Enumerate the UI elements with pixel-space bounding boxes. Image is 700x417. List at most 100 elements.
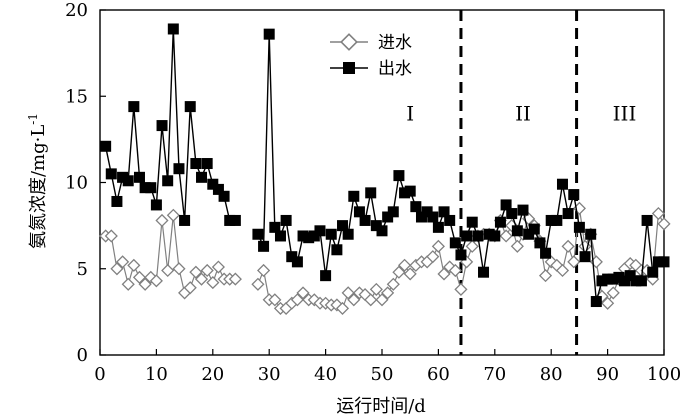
data-point [229, 214, 241, 226]
data-point [320, 270, 332, 282]
x-tick-label: 60 [427, 364, 450, 385]
x-axis: 0 10 20 30 40 50 60 70 80 90 100 [94, 349, 681, 385]
legend-label-influent: 进水 [378, 33, 412, 53]
data-point [200, 263, 214, 278]
data-point [499, 229, 513, 243]
data-point [269, 221, 281, 233]
data-point [651, 206, 665, 221]
data-point [167, 23, 179, 35]
y-tick-label: 5 [77, 259, 88, 280]
data-point [635, 275, 647, 287]
legend-marker-influent [340, 33, 358, 51]
x-tick-label: 30 [258, 364, 281, 385]
data-point [461, 230, 473, 242]
data-point [465, 239, 479, 253]
data-point [183, 281, 197, 295]
data-point [150, 199, 162, 211]
y-axis-title-sup: -1 [26, 113, 40, 125]
data-point [410, 201, 422, 213]
data-point [510, 239, 524, 253]
data-point [381, 286, 395, 300]
data-point [173, 163, 185, 175]
data-point [403, 267, 417, 281]
x-tick-label: 70 [483, 364, 506, 385]
data-point [562, 208, 574, 220]
legend-marker-effluent [343, 62, 355, 74]
phase-label: III [613, 102, 637, 126]
data-point [376, 225, 388, 237]
data-point [335, 301, 350, 316]
data-point [489, 230, 501, 242]
data-point [538, 269, 553, 283]
data-point [117, 171, 129, 183]
y-axis-title: 氨氮浓度/mg·L-1 [26, 113, 49, 249]
data-point [162, 175, 174, 187]
x-tick-label: 10 [145, 364, 168, 385]
legend-entry-effluent: 出水 [330, 59, 412, 79]
data-point [172, 262, 186, 276]
data-point [139, 182, 151, 194]
data-point [156, 120, 168, 132]
data-point [303, 232, 315, 244]
x-tick-label: 40 [314, 364, 337, 385]
data-point [280, 214, 292, 226]
data-point [404, 185, 416, 197]
data-point [111, 195, 123, 207]
data-point [590, 296, 602, 308]
data-point [228, 272, 242, 286]
data-point [201, 158, 213, 170]
data-point [466, 216, 478, 228]
data-point [624, 270, 636, 282]
data-point [545, 214, 557, 226]
data-point [207, 178, 219, 190]
data-point [596, 275, 608, 287]
phase-labels: I II III [406, 102, 636, 126]
data-point [657, 217, 671, 231]
data-point [421, 206, 433, 218]
series-effluent [100, 23, 670, 308]
data-point [397, 258, 412, 272]
data-point [224, 214, 236, 226]
data-point [369, 282, 383, 296]
data-point [494, 216, 506, 228]
legend-entry-influent: 进水 [330, 33, 412, 53]
x-tick-label: 0 [94, 364, 105, 385]
data-point [290, 293, 304, 307]
data-point [155, 213, 169, 228]
data-point [585, 228, 597, 240]
phase-label: II [515, 102, 531, 126]
data-point [347, 293, 361, 307]
data-point [341, 286, 355, 300]
data-point [122, 175, 134, 187]
data-point [523, 228, 535, 240]
y-tick-label: 15 [65, 86, 88, 107]
data-point [483, 228, 495, 240]
data-point [121, 277, 135, 291]
data-point [602, 273, 614, 285]
x-tick-label: 80 [540, 364, 563, 385]
data-point [556, 178, 568, 190]
data-point [149, 274, 163, 288]
data-point [613, 271, 625, 283]
data-point [517, 204, 529, 216]
data-point [431, 239, 445, 253]
data-point [308, 230, 320, 242]
data-point [342, 228, 354, 240]
data-point [211, 260, 225, 274]
data-point [472, 230, 484, 242]
x-tick-label: 50 [371, 364, 394, 385]
data-point [399, 187, 411, 199]
data-point [189, 265, 203, 279]
y-tick-label: 20 [65, 0, 88, 21]
data-point [551, 214, 563, 226]
data-point [540, 247, 552, 259]
data-point [194, 272, 209, 286]
data-point [127, 258, 141, 272]
data-point [132, 270, 147, 284]
data-point [218, 190, 230, 202]
data-point [331, 244, 343, 256]
data-point [606, 286, 620, 300]
data-point [455, 249, 467, 261]
data-point [619, 275, 631, 287]
